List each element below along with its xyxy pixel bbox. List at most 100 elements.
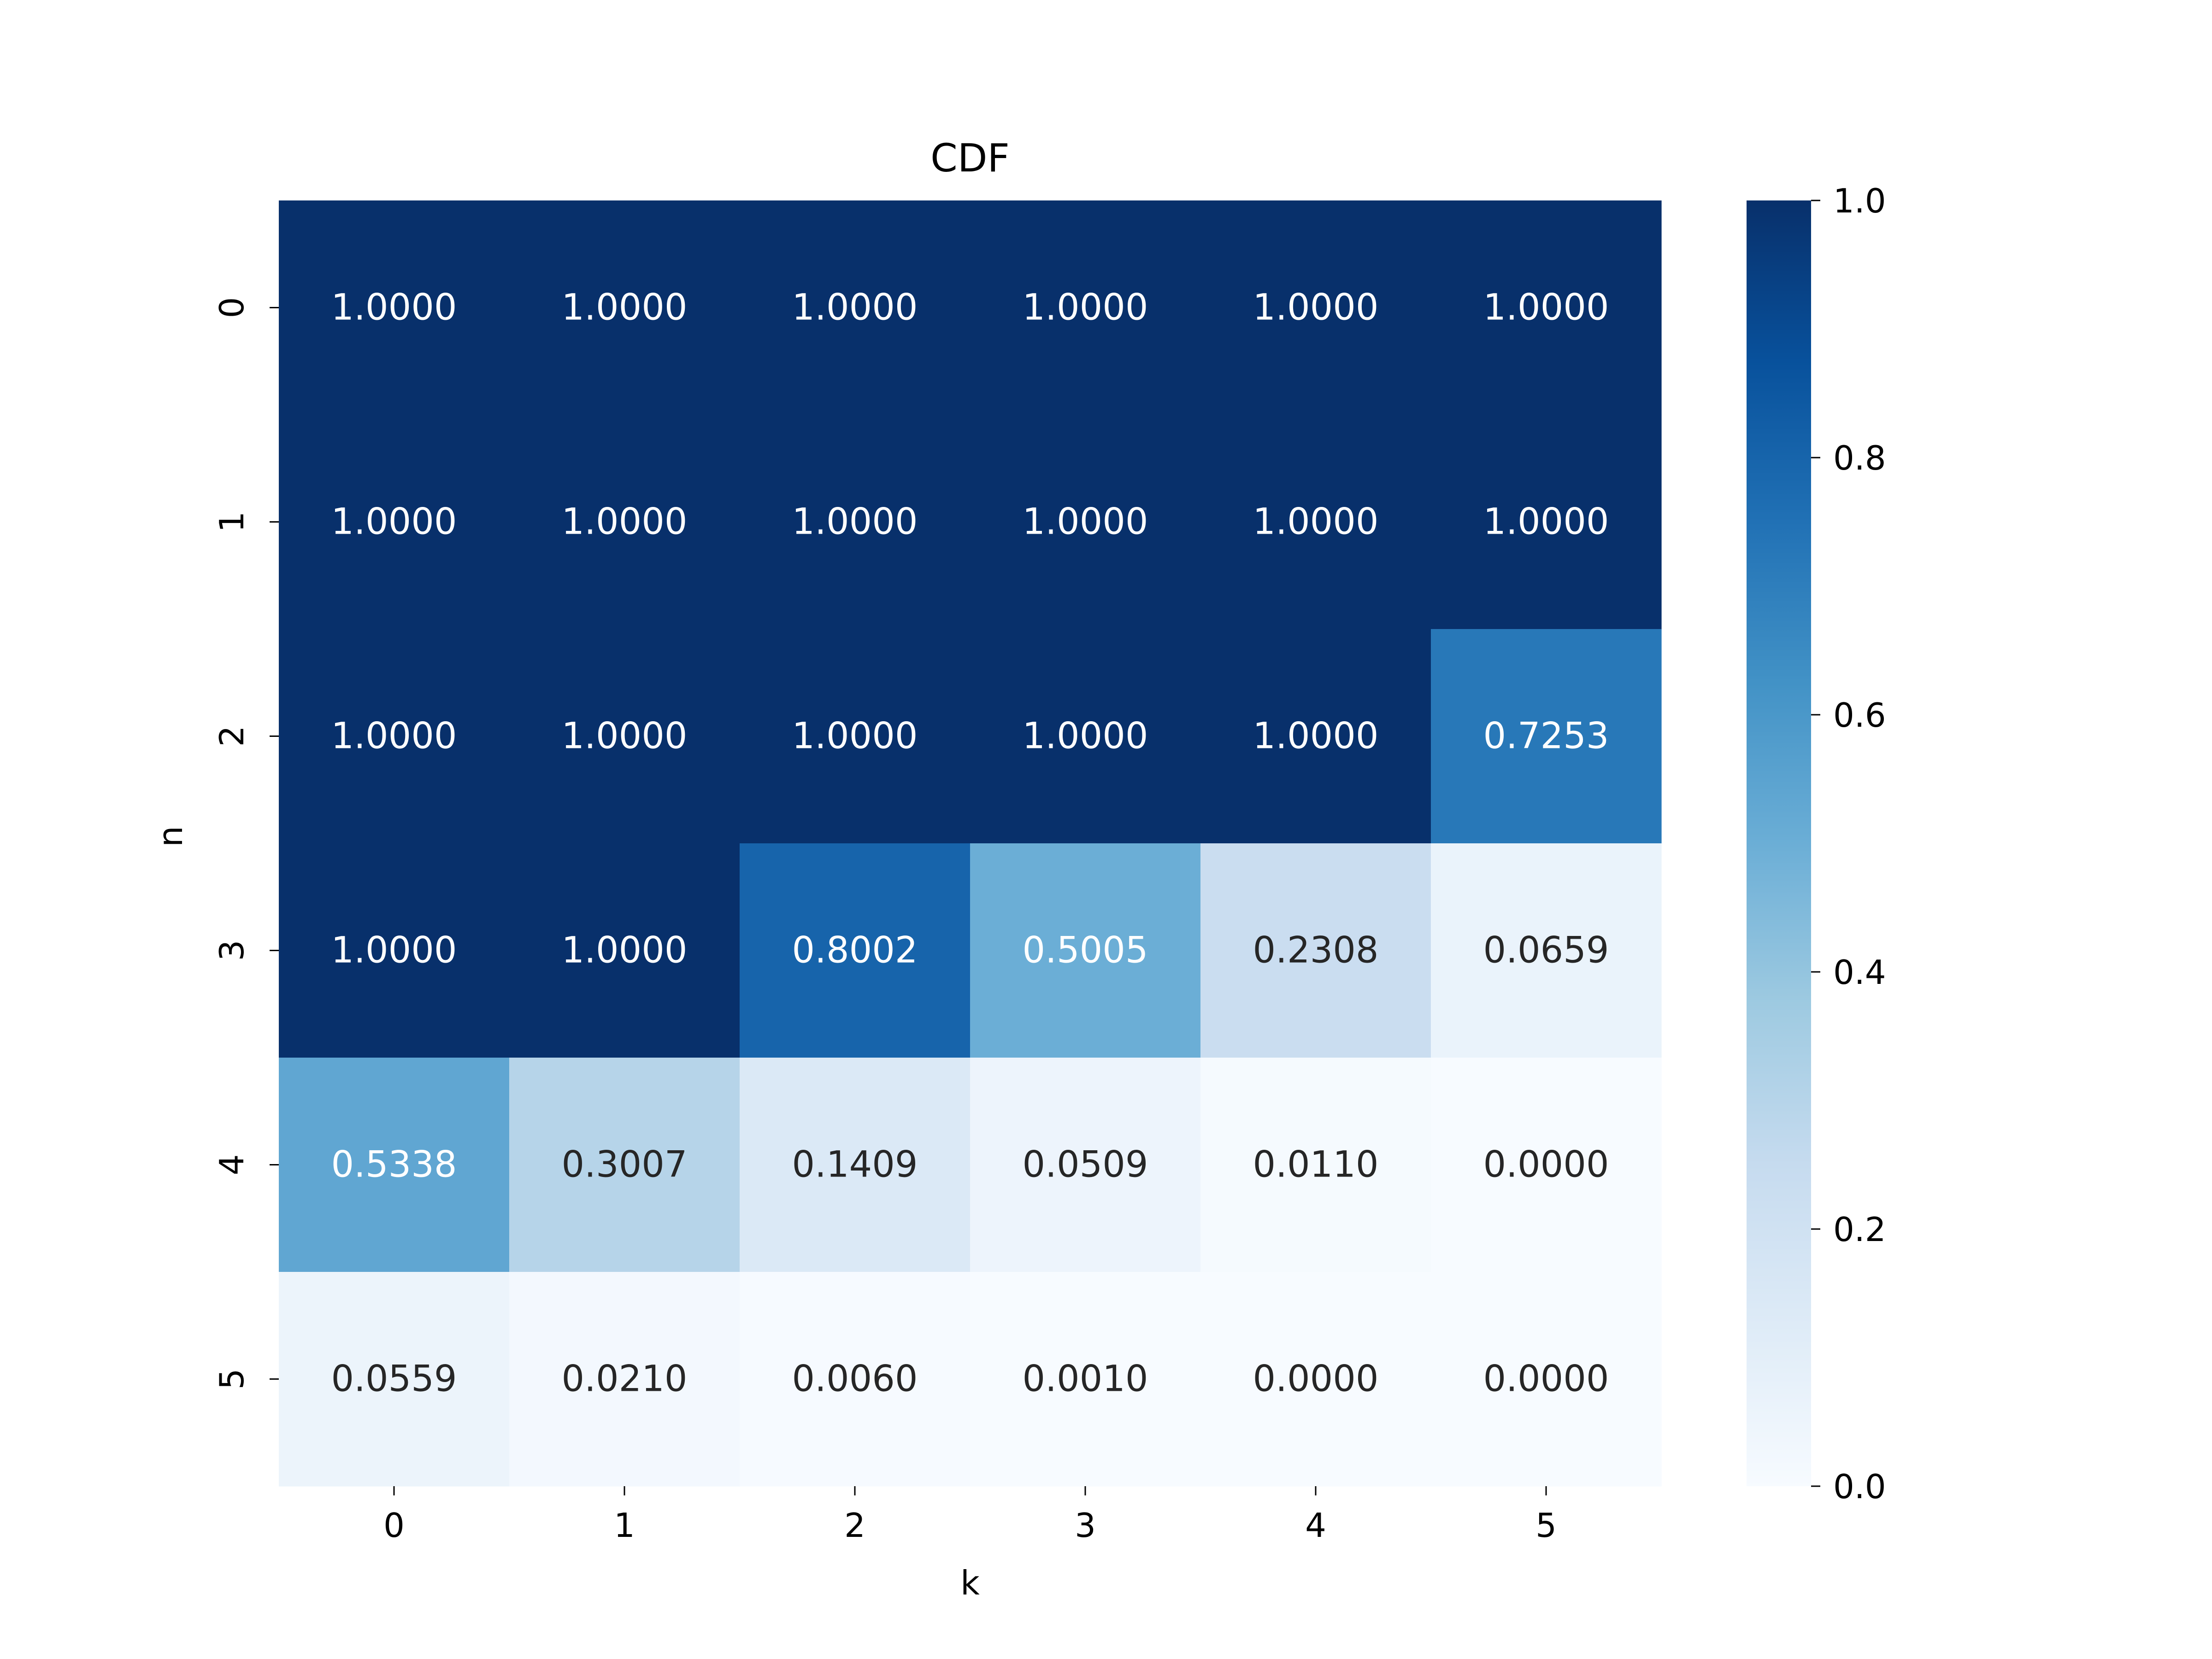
heatmap-cell xyxy=(1431,843,1662,1058)
cell-value-label: 0.5005 xyxy=(1023,930,1148,971)
heatmap-cell xyxy=(1431,415,1662,629)
cell-value-label: 1.0000 xyxy=(792,287,918,329)
heatmap-cell xyxy=(970,629,1201,844)
chart-title: CDF xyxy=(930,135,1010,181)
heatmap-cell xyxy=(1431,629,1662,844)
y-tick-label: 2 xyxy=(212,726,251,747)
heatmap-cell xyxy=(279,843,510,1058)
x-axis-ticks: 0 1 2 3 4 5 xyxy=(383,1486,1557,1545)
cell-value-label: 1.0000 xyxy=(331,930,457,971)
heatmap-cell xyxy=(1431,1272,1662,1487)
y-tick-label: 1 xyxy=(212,512,251,533)
heatmap-cell xyxy=(1200,1058,1431,1272)
x-tick-label: 1 xyxy=(614,1506,635,1545)
cell-value-label: 0.3007 xyxy=(562,1144,688,1186)
heatmap-cell xyxy=(1200,200,1431,415)
cell-value-label: 1.0000 xyxy=(1483,501,1609,543)
heatmap-cell xyxy=(279,415,510,629)
cell-value-label: 1.0000 xyxy=(792,501,918,543)
cell-value-label: 1.0000 xyxy=(331,501,457,543)
heatmap-cell xyxy=(740,415,971,629)
cell-value-label: 1.0000 xyxy=(562,716,688,757)
cell-value-label: 0.0000 xyxy=(1483,1359,1609,1400)
heatmap-cell xyxy=(279,629,510,844)
cell-value-label: 1.0000 xyxy=(331,716,457,757)
cell-value-label: 1.0000 xyxy=(562,287,688,329)
heatmap-cell xyxy=(1431,200,1662,415)
cell-value-label: 0.0000 xyxy=(1253,1359,1379,1400)
heatmap-cell xyxy=(1200,843,1431,1058)
cell-value-label: 1.0000 xyxy=(1483,287,1609,329)
heatmap-cell xyxy=(279,1272,510,1487)
heatmap-cell xyxy=(509,415,740,629)
heatmap-cell xyxy=(970,843,1201,1058)
cell-value-label: 0.0509 xyxy=(1023,1144,1148,1186)
cell-value-label: 1.0000 xyxy=(331,287,457,329)
colorbar-tick-label: 0.4 xyxy=(1833,953,1886,992)
cell-value-label: 0.1409 xyxy=(792,1144,918,1186)
colorbar-tick-label: 0.6 xyxy=(1833,696,1886,735)
y-axis-ticks: 0 1 2 3 4 5 xyxy=(212,297,279,1390)
heatmap-cell xyxy=(740,843,971,1058)
heatmap-cell xyxy=(509,1058,740,1272)
heatmap-cell xyxy=(1431,1058,1662,1272)
cell-value-label: 1.0000 xyxy=(1253,287,1379,329)
y-tick-label: 0 xyxy=(212,297,251,318)
heatmap-cell xyxy=(740,1272,971,1487)
x-tick-label: 5 xyxy=(1535,1506,1557,1545)
cell-value-label: 1.0000 xyxy=(792,716,918,757)
cell-value-label: 1.0000 xyxy=(1023,287,1148,329)
heatmap-cell xyxy=(509,843,740,1058)
heatmap-cells xyxy=(279,200,1662,1487)
cell-value-label: 0.0210 xyxy=(562,1359,688,1400)
y-tick-label: 5 xyxy=(212,1369,251,1390)
cell-annotations: 1.0000 1.0000 1.0000 1.0000 1.0000 1.0000 1.00… xyxy=(331,287,1609,1400)
heatmap-cell xyxy=(970,1272,1201,1487)
x-tick-label: 3 xyxy=(1075,1506,1096,1545)
x-tick-label: 4 xyxy=(1305,1506,1326,1545)
cell-value-label: 1.0000 xyxy=(562,501,688,543)
heatmap-cell xyxy=(279,1058,510,1272)
heatmap-cell xyxy=(970,415,1201,629)
y-tick-label: 4 xyxy=(212,1154,251,1176)
cell-value-label: 1.0000 xyxy=(1023,501,1148,543)
cell-value-label: 0.8002 xyxy=(792,930,918,971)
heatmap-cell xyxy=(279,200,510,415)
heatmap-cell xyxy=(970,200,1201,415)
colorbar-tick-label: 1.0 xyxy=(1833,182,1886,220)
cell-value-label: 1.0000 xyxy=(1023,716,1148,757)
colorbar-tick-label: 0.8 xyxy=(1833,439,1886,477)
colorbar-ticks: 0.0 0.2 0.4 0.6 0.8 1.0 xyxy=(1811,182,1886,1506)
y-tick-label: 3 xyxy=(212,940,251,961)
heatmap-cell xyxy=(970,1058,1201,1272)
heatmap-cell xyxy=(1200,629,1431,844)
colorbar-tick-label: 0.0 xyxy=(1833,1467,1886,1506)
cell-value-label: 0.7253 xyxy=(1483,716,1609,757)
heatmap-cell xyxy=(509,200,740,415)
x-tick-label: 2 xyxy=(844,1506,865,1545)
x-axis-label: k xyxy=(960,1564,980,1602)
heatmap-cell xyxy=(740,200,971,415)
heatmap-cell xyxy=(740,629,971,844)
heatmap-cell xyxy=(1200,1272,1431,1487)
x-tick-label: 0 xyxy=(383,1506,405,1545)
cell-value-label: 0.0060 xyxy=(792,1359,918,1400)
heatmap-cell xyxy=(1200,415,1431,629)
cell-value-label: 1.0000 xyxy=(1253,716,1379,757)
cell-value-label: 0.0659 xyxy=(1483,930,1609,971)
y-axis-label: n xyxy=(151,826,190,847)
cell-value-label: 0.5338 xyxy=(331,1144,457,1186)
cell-value-label: 0.0559 xyxy=(331,1359,457,1400)
heatmap-cell xyxy=(509,629,740,844)
heatmap-cell xyxy=(509,1272,740,1487)
heatmap-cell xyxy=(740,1058,971,1272)
colorbar xyxy=(1747,200,1811,1486)
cell-value-label: 0.0010 xyxy=(1023,1359,1148,1400)
cell-value-label: 1.0000 xyxy=(1253,501,1379,543)
cell-value-label: 0.0000 xyxy=(1483,1144,1609,1186)
cell-value-label: 1.0000 xyxy=(562,930,688,971)
cell-value-label: 0.2308 xyxy=(1253,930,1379,971)
colorbar-tick-label: 0.2 xyxy=(1833,1210,1886,1249)
cell-value-label: 0.0110 xyxy=(1253,1144,1379,1186)
